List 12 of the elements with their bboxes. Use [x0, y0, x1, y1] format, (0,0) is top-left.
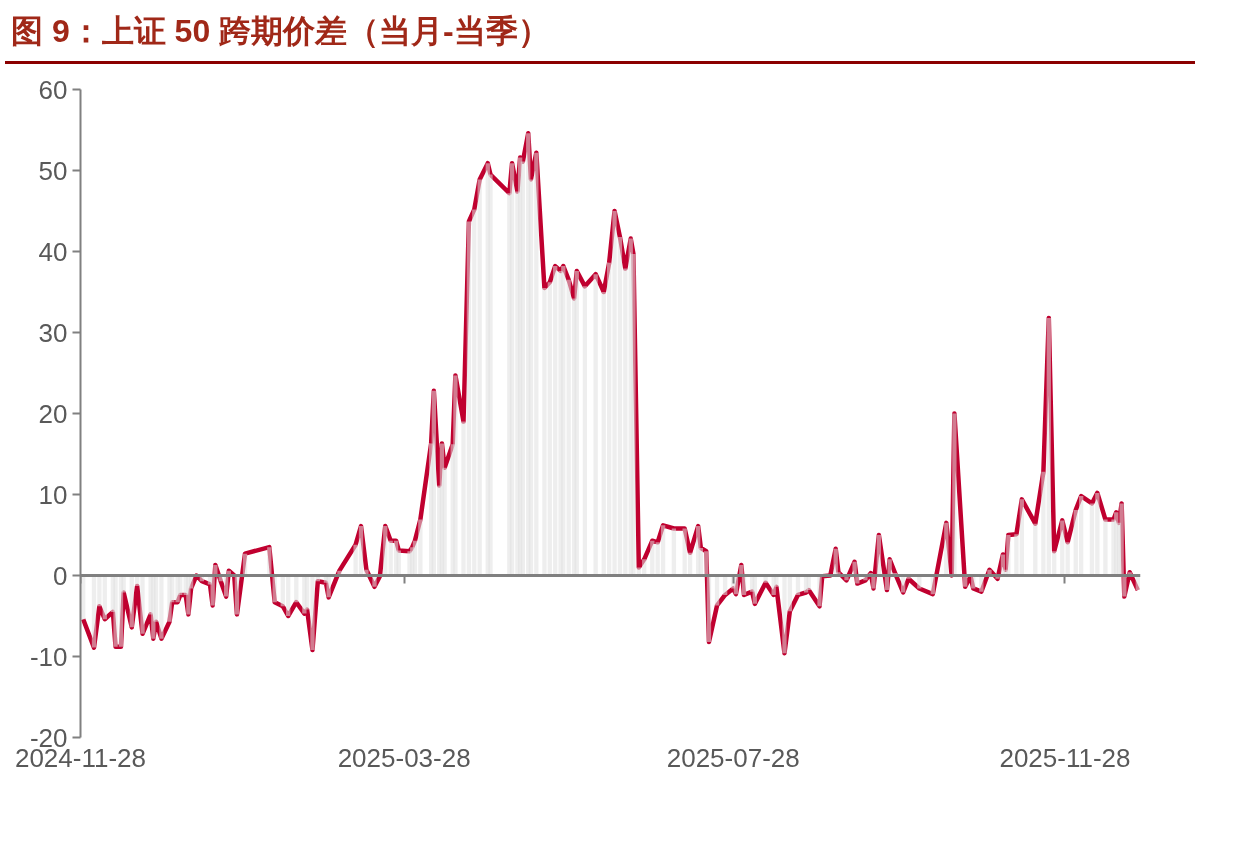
x-tick-label: 2025-11-28 [999, 742, 1131, 773]
x-tick-label: 2025-07-28 [666, 742, 800, 773]
y-tick-label: 40 [38, 236, 68, 267]
y-tick-label: 50 [38, 155, 68, 186]
y-tick-label: -10 [29, 641, 68, 672]
y-tick-label: 30 [38, 317, 68, 348]
y-tick-label: 20 [38, 398, 68, 429]
y-tick-label: 0 [53, 560, 68, 591]
x-tick-label: 2025-03-28 [337, 742, 471, 773]
y-tick-label: 10 [38, 479, 68, 510]
y-tick-label: 60 [38, 74, 68, 105]
chart-title: 图 9：上证 50 跨期价差（当月-当季） [11, 12, 550, 51]
